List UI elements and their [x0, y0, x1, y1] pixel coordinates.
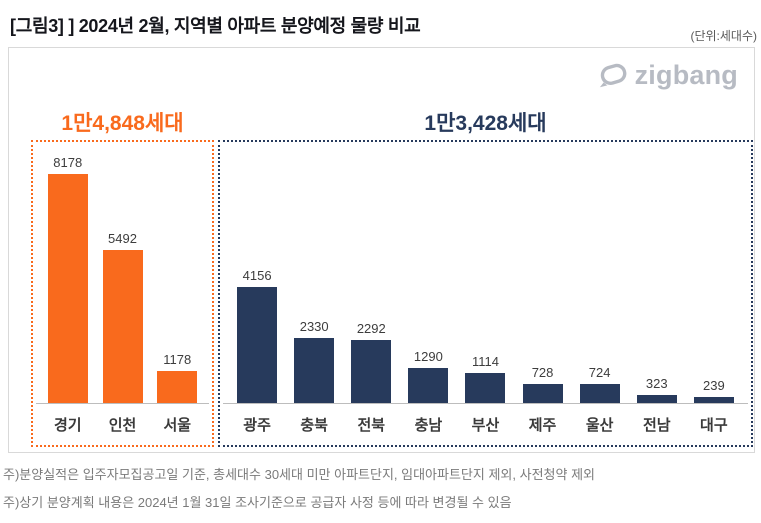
bar — [294, 338, 335, 404]
bar-area: 724 — [579, 142, 620, 404]
zigbang-logo-text: zigbang — [634, 60, 738, 90]
bar-column: 2330 충북 — [294, 142, 335, 435]
bar-column: 239 대구 — [693, 142, 734, 435]
bar-value-label: 1114 — [471, 354, 499, 369]
bar-category-label: 제주 — [528, 417, 557, 434]
bar-value-label: 323 — [645, 376, 668, 391]
bar — [579, 384, 620, 404]
bar — [693, 397, 734, 404]
bar-area: 323 — [636, 142, 677, 404]
bar-value-label: 728 — [531, 365, 554, 380]
group-capital-region: 1만4,848세대 8178 경기 5492 인천 1178 서울 — [31, 112, 214, 447]
bar-area: 728 — [522, 142, 563, 404]
bar-column: 8178 경기 — [47, 142, 88, 435]
group-dotted-box: 8178 경기 5492 인천 1178 서울 — [31, 140, 214, 447]
bar-groups: 1만4,848세대 8178 경기 5492 인천 1178 서울 1만3,428세대 4… — [31, 112, 753, 447]
bar-area: 2330 — [294, 142, 335, 404]
footnote-line: 주)상기 분양계획 내용은 2024년 1월 31일 조사기준으로 공급자 사정… — [3, 495, 512, 510]
bar-column: 728 제주 — [522, 142, 563, 435]
zigbang-bubble-icon — [596, 60, 630, 90]
bar-category-label: 서울 — [163, 417, 192, 434]
group-total-label: 1만4,848세대 — [61, 112, 184, 135]
bar-value-label: 5492 — [108, 231, 137, 246]
bar-category-label: 부산 — [471, 417, 500, 434]
bar — [522, 384, 563, 404]
bar — [351, 340, 392, 404]
axis-baseline — [223, 403, 748, 404]
page-title: [그림3] ] 2024년 2월, 지역별 아파트 분양예정 물량 비교 — [10, 16, 421, 36]
bar-column: 323 전남 — [636, 142, 677, 435]
bar-columns: 4156 광주 2330 충북 2292 전북 1290 충남 1114 부산 728 제주 724 울산… — [220, 142, 751, 445]
bar — [237, 287, 278, 404]
bar — [465, 373, 506, 404]
axis-baseline — [36, 403, 209, 404]
bar-value-label: 4156 — [242, 268, 272, 283]
bar-value-label: 8178 — [53, 155, 83, 170]
bar-category-label: 광주 — [243, 417, 271, 434]
footnote-line: 주)분양실적은 입주자모집공고일 기준, 총세대수 30세대 미만 아파트단지,… — [3, 467, 595, 482]
bar — [102, 250, 143, 404]
bar-area: 5492 — [102, 142, 143, 404]
bar-value-label: 1290 — [413, 349, 443, 364]
bar-category-label: 경기 — [53, 417, 82, 434]
group-other-regions: 1만3,428세대 4156 광주 2330 충북 2292 전북 1290 충남 1114 부산… — [218, 112, 753, 447]
bar-column: 5492 인천 — [102, 142, 143, 435]
group-total-label: 1만3,428세대 — [424, 112, 547, 135]
bar-area: 1178 — [157, 142, 198, 404]
bar-category-label: 전북 — [357, 417, 386, 434]
bar-column: 2292 전북 — [351, 142, 392, 435]
bar-area: 239 — [693, 142, 734, 404]
group-dotted-box: 4156 광주 2330 충북 2292 전북 1290 충남 1114 부산 728 제주 724 울산… — [218, 140, 753, 447]
bar — [636, 395, 677, 404]
bar — [157, 371, 198, 404]
bar-area: 1114 — [465, 142, 506, 404]
bar-category-label: 충북 — [300, 417, 328, 434]
bar-value-label: 724 — [588, 365, 611, 380]
bar — [47, 174, 88, 404]
bar-category-label: 전남 — [642, 417, 671, 434]
bar-column: 724 울산 — [579, 142, 620, 435]
bar-area: 1290 — [408, 142, 449, 404]
bar-value-label: 2292 — [356, 321, 386, 336]
bar-category-label: 인천 — [108, 417, 137, 434]
bar-column: 1178 서울 — [157, 142, 198, 435]
zigbang-logo: zigbang — [596, 60, 738, 90]
bar-value-label: 1178 — [163, 352, 192, 367]
footnotes: 주)분양실적은 입주자모집공고일 기준, 총세대수 30세대 미만 아파트단지,… — [3, 461, 595, 517]
bar-column: 1290 충남 — [408, 142, 449, 435]
bar-columns: 8178 경기 5492 인천 1178 서울 — [33, 142, 212, 445]
unit-label: (단위:세대수) — [690, 29, 757, 43]
bar-column: 4156 광주 — [237, 142, 278, 435]
bar-value-label: 239 — [702, 378, 725, 393]
bar-category-label: 울산 — [585, 417, 614, 434]
bar — [408, 368, 449, 404]
chart-panel: zigbang 1만4,848세대 8178 경기 5492 인천 1178 서울 1만3… — [8, 47, 755, 453]
bar-area: 4156 — [237, 142, 278, 404]
bar-area: 8178 — [47, 142, 88, 404]
bar-area: 2292 — [351, 142, 392, 404]
bar-column: 1114 부산 — [465, 142, 506, 435]
bar-category-label: 충남 — [414, 417, 443, 434]
bar-value-label: 2330 — [299, 319, 329, 334]
bar-category-label: 대구 — [700, 417, 728, 434]
